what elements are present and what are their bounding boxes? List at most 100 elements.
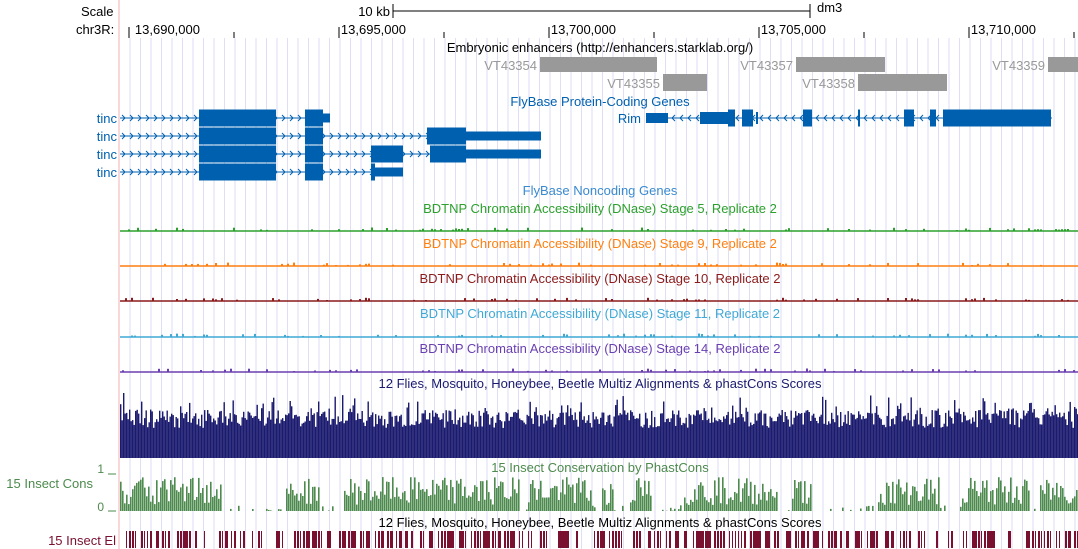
multiz-bar [232,400,234,458]
dnase-bar [992,230,994,231]
dnase-bar [284,371,286,372]
insect-cons-track[interactable]: 15 Insect Conservation by PhastCons 15 I… [6,460,1078,514]
enhancer-feature[interactable]: VT43355 [607,74,707,91]
insect-elements-track[interactable]: 12 Flies, Mosquito, Honeybee, Beetle Mul… [48,515,1078,548]
dnase-bar [131,230,133,231]
dnase-bar [338,229,340,231]
dnase-bar [287,371,289,372]
multiz-bar [255,416,257,458]
cons-bar [130,496,132,511]
cons-bar [1058,497,1060,511]
dnase-bar [344,371,346,372]
multiz-bar [366,420,368,458]
dnase-bar [395,300,397,301]
multiz-bar [492,416,494,458]
multiz-bar [289,401,291,458]
ruler-track[interactable]: Scale chr3R: 10 kb dm3 13,690,000 13,695… [76,0,1078,38]
multiz-bar [672,410,674,458]
dnase-bar [380,300,382,301]
dnase-bar [128,300,130,301]
dnase-bar [980,300,982,301]
dnase-bar [482,230,484,231]
cons-bar [842,507,844,511]
multiz-bar [880,419,882,458]
dnase-bar [1034,265,1036,266]
dnase-bar [1025,265,1027,266]
dnase-bar [368,230,370,231]
multiz-bar [978,410,980,458]
cons-bar [582,481,584,511]
multiz-bar [220,410,222,458]
dnase-bar [632,230,634,231]
multiz-track[interactable]: 12 Flies, Mosquito, Honeybee, Beetle Mul… [120,376,1078,458]
dnase-bar [506,265,508,266]
element-block [366,531,369,548]
dnase-bar [302,230,304,231]
cons-bar [484,499,486,511]
dnase-bar [446,300,448,301]
enhancers-track[interactable]: Embryonic enhancers (http://enhancers.st… [447,40,1078,91]
protein-coding-genes-track[interactable]: FlyBase Protein-Coding Genes tinc tinc t… [97,94,1052,181]
dnase-bar [398,371,400,372]
enhancer-feature[interactable]: VT43359 [992,57,1078,73]
enhancer-feature[interactable]: VT43357 [740,57,885,73]
cons-bar [294,495,296,511]
dnase-stage9-track[interactable]: BDTNP Chromatin Accessibility (DNase) St… [120,236,1078,267]
dnase-signal [120,368,1078,373]
gene-label-tinc[interactable]: tinc [97,147,118,162]
dnase-bar [464,336,466,337]
dnase-bar [743,228,745,231]
dnase-bar [155,300,157,301]
dnase-bar [665,300,667,301]
multiz-bar [553,427,555,458]
multiz-bar [678,410,680,458]
dnase-stage10-track[interactable]: BDTNP Chromatin Accessibility (DNase) St… [120,271,1078,302]
dnase-bar [539,230,541,231]
dnase-bar [851,371,853,372]
element-block [351,531,354,548]
dnase-bar [983,336,985,337]
multiz-bar [937,408,939,458]
elements-side-label[interactable]: 15 Insect El [48,533,116,548]
cons-side-label[interactable]: 15 Insect Cons [6,476,93,491]
gene-label-tinc[interactable]: tinc [97,129,118,144]
element-block [477,531,479,548]
dnase-bar [500,335,502,337]
element-block [717,531,719,548]
element-block [345,531,346,548]
dnase-stage11-track[interactable]: BDTNP Chromatin Accessibility (DNase) St… [120,306,1078,338]
dnase-bar [605,336,607,337]
element-block [444,531,446,548]
multiz-bar [297,416,299,458]
multiz-bar [360,419,362,458]
dnase-bar [926,336,928,337]
gene-label-tinc[interactable]: tinc [97,165,118,180]
dnase-bar [764,336,766,337]
multiz-bar [999,410,1001,458]
multiz-bar [339,422,341,458]
dnase-bar [695,371,697,372]
strand-arrow [161,132,166,140]
cons-bar [1076,490,1078,511]
dnase-stage5-track[interactable]: BDTNP Chromatin Accessibility (DNase) St… [120,201,1078,232]
gene-label-rim[interactable]: Rim [618,111,641,126]
strand-arrow [791,114,796,122]
dnase-bar [641,300,643,301]
multiz-bar [990,422,992,458]
dnase-bar [827,265,829,266]
gene-models[interactable] [120,109,1052,181]
dnase-bar [602,300,604,301]
enhancer-feature[interactable]: VT43354 [484,57,657,73]
gene-label-tinc[interactable]: tinc [97,111,118,126]
cons-bar [990,491,992,511]
multiz-bar [523,422,525,458]
multiz-bar [1035,417,1037,458]
multiz-bar [927,425,929,458]
dnase-bar [506,371,508,372]
dnase-stage14-track[interactable]: BDTNP Chromatin Accessibility (DNase) St… [120,341,1078,373]
cons-bar [556,486,558,511]
multiz-bar [1059,412,1061,458]
multiz-bar [735,411,737,458]
enhancer-feature[interactable]: VT43358 [802,74,947,91]
